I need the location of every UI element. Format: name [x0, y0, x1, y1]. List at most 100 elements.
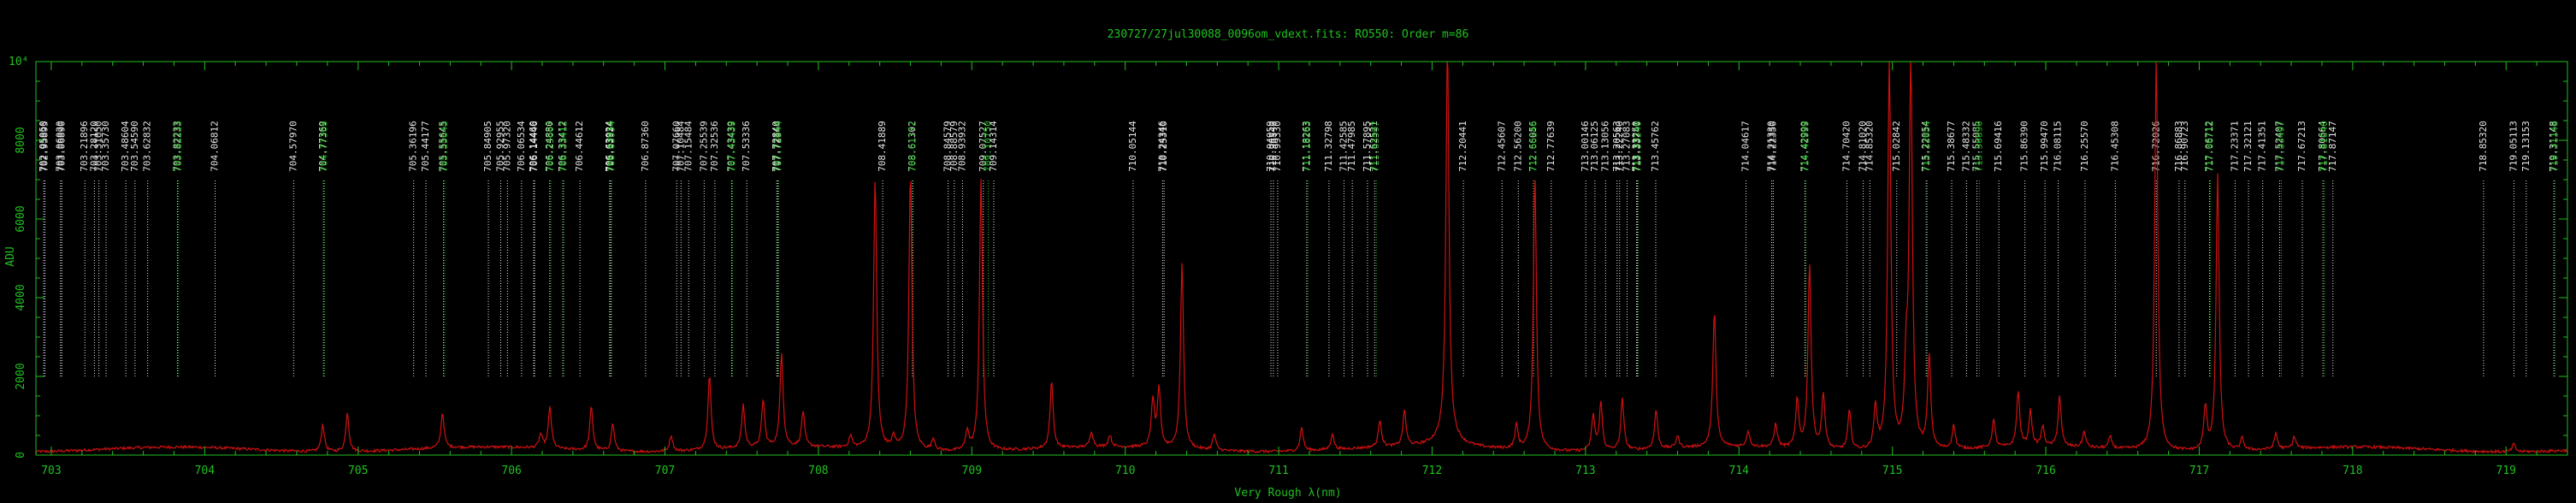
line-label: 707.53336 [741, 121, 752, 172]
line-label: 703.06890 [56, 121, 67, 172]
y-tick-label: 8000 [15, 127, 27, 153]
axes-layer: 703 704 705 706 707 708 709 710 711 712 713 714 715 7… [15, 61, 2568, 477]
line-label: 710.94959 [1265, 121, 1276, 172]
line-label: 714.85320 [1864, 121, 1875, 172]
line-label: 706.25607 [545, 121, 556, 172]
line-label: 712.45607 [1496, 121, 1507, 172]
line-label: 712.66246 [1527, 121, 1539, 172]
line-label: 715.02842 [1891, 121, 1902, 172]
line-label: 715.22054 [1920, 121, 1931, 172]
line-label: 710.25310 [1158, 121, 1169, 172]
line-label: 709.14314 [988, 121, 999, 172]
line-label: 713.33740 [1631, 121, 1642, 172]
line-label: 707.25539 [698, 121, 709, 172]
y-exponent-label: 10⁴ [9, 56, 28, 68]
line-label: 717.23371 [2229, 121, 2240, 172]
line-label: 703.28120 [88, 121, 99, 172]
line-label: 713.00146 [1580, 121, 1591, 172]
line-label: 708.88579 [948, 121, 960, 172]
line-label: 707.32536 [709, 121, 720, 172]
line-label: 706.63934 [606, 121, 617, 172]
line-label: 717.67213 [2296, 121, 2307, 172]
x-tick-label: 715 [1882, 465, 1902, 477]
line-label: 702.95050 [38, 121, 49, 172]
line-label: 712.66056 [1527, 121, 1539, 172]
line-label: 708.61772 [907, 121, 919, 172]
y-tick-label: 4000 [15, 284, 27, 311]
y-tick-label: 6000 [15, 205, 27, 232]
x-tick-label: 714 [1729, 465, 1750, 477]
line-label: 717.06712 [2203, 121, 2214, 172]
x-tick-label: 710 [1115, 465, 1135, 477]
line-label: 713.33250 [1631, 121, 1642, 172]
line-label: 716.25570 [2079, 121, 2090, 172]
x-tick-label: 706 [501, 465, 521, 477]
line-label: 715.86390 [2019, 121, 2030, 172]
line-label: 706.06534 [516, 121, 527, 172]
line-label: 717.53497 [2275, 121, 2286, 172]
line-label: 707.72844 [773, 121, 784, 172]
y-tick-label: 2000 [15, 363, 27, 389]
line-label: 704.77369 [318, 121, 329, 172]
line-label: 714.42999 [1800, 121, 1811, 172]
line-label: 711.18263 [1301, 121, 1312, 172]
line-label: 706.33412 [558, 121, 569, 172]
line-label: 706.63924 [604, 121, 615, 172]
line-label: 719.31148 [2549, 121, 2560, 172]
line-label: 702.95895 [39, 121, 50, 172]
line-label: 718.85320 [2478, 121, 2489, 172]
line-label: 715.56690 [1973, 121, 1984, 172]
line-label: 714.04617 [1740, 121, 1752, 172]
y-tick-label: 0 [15, 452, 27, 459]
line-label: 708.61302 [907, 121, 918, 172]
line-label: 710.24346 [1156, 121, 1167, 172]
line-label: 713.20563 [1611, 121, 1622, 172]
chart-title: 230727/27jul30088_0096om_vdext.fits: RO5… [1108, 28, 1469, 41]
line-label: 706.24880 [544, 121, 555, 172]
line-label: 705.55645 [439, 121, 450, 172]
line-label: 714.81020 [1858, 121, 1869, 172]
x-tick-label: 711 [1268, 465, 1288, 477]
line-label: 712.56200 [1512, 121, 1523, 172]
line-label: 713.13056 [1599, 121, 1610, 172]
line-label: 710.99330 [1272, 121, 1283, 172]
x-tick-label: 704 [195, 465, 216, 477]
line-label: 714.22350 [1767, 121, 1778, 172]
line-label: 710.05144 [1127, 121, 1138, 172]
line-label: 706.14446 [529, 121, 540, 172]
line-label: 707.10484 [675, 121, 686, 172]
x-tick-label: 713 [1575, 465, 1595, 477]
x-tick-label: 705 [348, 465, 368, 477]
line-label: 705.92955 [494, 121, 505, 172]
line-label: 705.97320 [501, 121, 512, 172]
line-label: 716.45308 [2109, 121, 2120, 172]
line-label: 717.52407 [2273, 121, 2284, 172]
line-label: 707.72840 [771, 121, 782, 172]
line-label: 711.42585 [1338, 121, 1349, 172]
line-label: 715.38677 [1946, 121, 1957, 172]
line-label: 716.86883 [2173, 121, 2184, 172]
spectrum-line [35, 61, 2568, 454]
line-label: 715.22054 [1921, 121, 1932, 172]
x-tick-label: 703 [41, 465, 61, 477]
line-label: 717.41351 [2257, 121, 2268, 172]
line-label: 711.63597 [1370, 121, 1381, 172]
line-label: 715.48332 [1960, 121, 1971, 172]
x-tick-label: 708 [808, 465, 828, 477]
line-label: 706.44612 [574, 121, 585, 172]
line-label: 705.44177 [420, 121, 431, 172]
line-label: 719.05113 [2508, 121, 2519, 172]
line-label: 703.48604 [120, 121, 131, 172]
line-label: 704.57970 [287, 121, 298, 172]
line-label: 714.21330 [1766, 121, 1777, 172]
line-label: 705.84905 [482, 121, 493, 172]
line-label: 703.82233 [171, 121, 182, 172]
line-label: 719.31148 [2548, 121, 2559, 172]
line-label: 703.35730 [100, 121, 111, 172]
line-label: 706.33412 [557, 121, 568, 172]
line-label: 703.21896 [79, 121, 90, 172]
line-label: 708.84579 [942, 121, 954, 172]
line-label: 712.77639 [1545, 121, 1557, 172]
